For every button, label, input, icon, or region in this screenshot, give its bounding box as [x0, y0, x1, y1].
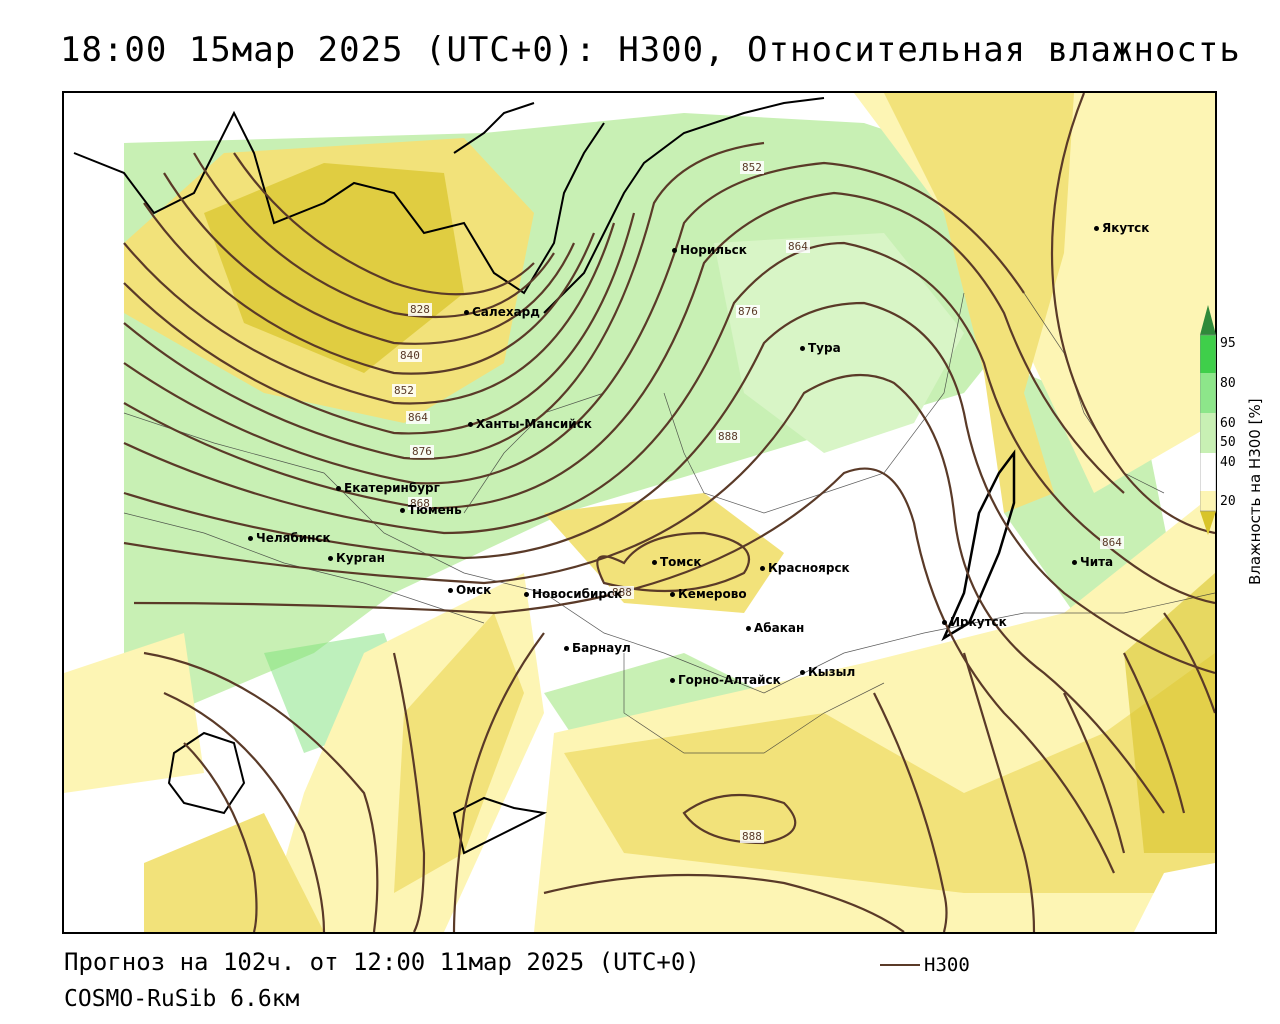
humidity-zone-yellow	[1124, 573, 1215, 853]
caspian-coast	[167, 731, 246, 815]
h300-contours	[123, 93, 1215, 932]
colorbar-tick: 40	[1220, 455, 1236, 470]
isoline-label: 864	[1100, 536, 1124, 549]
humidity-zone-yellow	[884, 93, 1074, 513]
humidity-map	[64, 93, 1215, 932]
city-label: Тура	[800, 341, 841, 355]
city-label: Горно-Алтайск	[670, 673, 781, 687]
city-label: Чита	[1071, 555, 1114, 569]
forecast-info: Прогноз на 102ч. от 12:00 11мар 2025 (UT…	[64, 948, 700, 976]
city-label: Екатеринбург	[336, 481, 440, 495]
coastline	[73, 110, 605, 295]
colorbar-title: Влажность на H300 [%]	[1246, 398, 1264, 585]
colorbar-tick: 60	[1220, 416, 1236, 431]
isoline-label: 828	[408, 303, 432, 316]
isoline-label: 852	[740, 161, 764, 174]
isoline-label: 888	[716, 430, 740, 443]
admin-border	[123, 512, 485, 624]
isoline-label: 876	[410, 445, 434, 458]
humidity-colorbar	[1200, 305, 1216, 535]
city-label: Норильск	[672, 243, 747, 257]
humidity-zone-yellow	[64, 633, 204, 793]
colorbar-tick: 50	[1220, 435, 1236, 450]
admin-border	[1023, 292, 1165, 494]
colorbar-tick: 95	[1220, 336, 1236, 351]
city-label: Абакан	[745, 621, 805, 635]
isoline-label: 876	[736, 305, 760, 318]
city-label: Ханты-Мансийск	[468, 417, 592, 431]
humidity-zone-yellow	[144, 813, 324, 932]
isoline-label: 888	[740, 830, 764, 843]
city-label: Курган	[328, 551, 385, 565]
city-label: Якутск	[1093, 221, 1150, 235]
colorbar-tick: 80	[1220, 376, 1236, 391]
city-label: Новосибирск	[523, 587, 623, 601]
coastline	[543, 97, 825, 314]
lake-baikal	[941, 449, 1016, 642]
admin-border	[623, 653, 885, 754]
humidity-zone-yellow	[394, 613, 524, 893]
isoline-label: 864	[786, 240, 810, 253]
colorbar-tick: 20	[1220, 494, 1236, 509]
contour-legend-swatch	[880, 964, 920, 966]
model-name: COSMO-RuSib 6.6км	[64, 986, 300, 1012]
city-label: Иркутск	[942, 615, 1007, 629]
map-area[interactable]: 852 864 876 828 840 852 864 876 888 868 …	[62, 91, 1217, 934]
admin-border	[123, 412, 1215, 694]
isoline-label: 840	[398, 349, 422, 362]
humidity-zone-green	[714, 233, 964, 453]
city-label: Челябинск	[248, 531, 331, 545]
isoline-label: 888	[610, 586, 634, 599]
coastline	[453, 102, 535, 154]
map-title: 18:00 15мар 2025 (UTC+0): H300, Относите…	[60, 30, 1241, 70]
isoline-label: 852	[392, 384, 416, 397]
city-label: Кызыл	[799, 665, 856, 679]
city-label: Барнаул	[564, 641, 631, 655]
city-label: Кемерово	[670, 587, 747, 601]
city-label: Томск	[652, 555, 702, 569]
isoline-label: 868	[408, 497, 432, 510]
contour-legend-label: H300	[924, 954, 970, 976]
city-label: Салехард	[464, 305, 540, 319]
admin-border	[463, 392, 605, 514]
city-label: Омск	[447, 583, 492, 597]
aral-coast	[452, 796, 548, 855]
city-label: Красноярск	[760, 561, 850, 575]
isoline-label: 864	[406, 411, 430, 424]
humidity-zone-yellow	[564, 653, 1215, 893]
city-label: Тюмень	[400, 503, 462, 517]
